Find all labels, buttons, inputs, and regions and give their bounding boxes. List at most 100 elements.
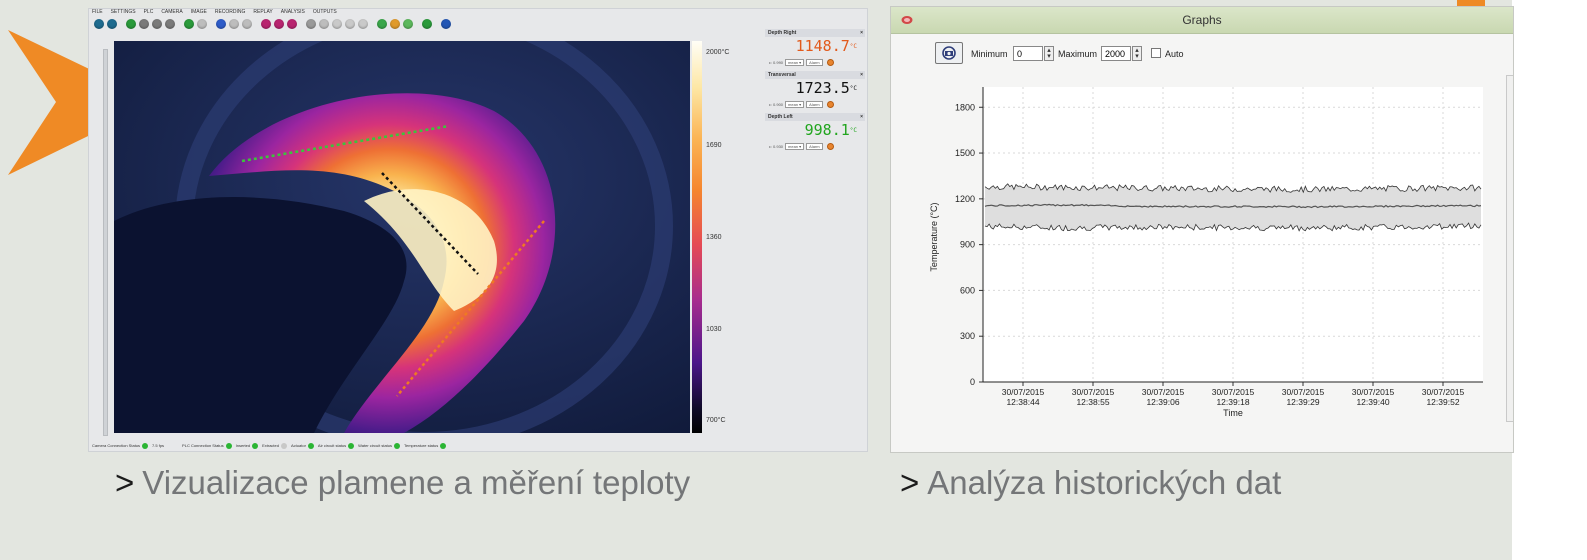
camera-snapshot-button[interactable] — [935, 42, 963, 64]
zone-card: Depth Left × 998.1°C ε: 0.930 mean ▾ Alarm — [765, 113, 865, 152]
toolbar-button-icon[interactable] — [242, 18, 252, 29]
x-tick-label: 12:39:06 — [1146, 397, 1179, 407]
toolbar-button-icon[interactable] — [319, 18, 329, 29]
toolbar-button-icon[interactable] — [261, 18, 271, 29]
caption-right-text: Analýza historických dat — [927, 464, 1282, 501]
alarm-indicator-icon[interactable] — [826, 142, 834, 150]
toolbar-button-icon[interactable] — [94, 18, 104, 29]
caption-right: > Analýza historických dat — [900, 464, 1281, 502]
menu-item[interactable]: RECORDING — [214, 9, 246, 15]
toolbar-button-icon[interactable] — [422, 18, 432, 29]
minimum-spinner[interactable]: ▴ ▾ — [1044, 46, 1054, 61]
zone-card: Depth Right × 1148.7°C ε: 0.990 mean ▾ Alarm — [765, 29, 865, 68]
status-indicator-icon — [252, 442, 259, 449]
scale-label: 1690 — [706, 142, 722, 149]
auto-checkbox[interactable] — [1151, 48, 1161, 58]
alarm-button[interactable]: Alarm — [806, 100, 823, 108]
zone-title: Transversal × — [765, 71, 865, 79]
close-icon[interactable]: × — [860, 114, 863, 120]
mode-select[interactable]: mean ▾ — [785, 142, 805, 150]
y-tick-label: 600 — [960, 285, 975, 295]
toolbar-button-icon[interactable] — [332, 18, 342, 29]
alarm-button[interactable]: Alarm — [806, 142, 823, 150]
alarm-indicator-icon[interactable] — [826, 100, 834, 108]
zone-temperature: 998.1°C — [765, 121, 865, 140]
status-indicator-icon — [281, 442, 287, 449]
temperature-value: 998.1 — [804, 121, 850, 139]
menu-item[interactable]: REPLAY — [253, 9, 273, 15]
x-tick-label: 12:38:55 — [1076, 397, 1109, 407]
series-max-line — [984, 183, 1482, 194]
orange-arrow-decoration — [8, 30, 158, 175]
menu-item[interactable]: PLC — [143, 9, 154, 15]
menu-item[interactable]: IMAGE — [190, 9, 207, 15]
temperature-color-scale — [692, 41, 702, 433]
status-label: Extracted — [262, 443, 279, 448]
menu-item[interactable]: CAMERA — [161, 9, 183, 15]
toolbar-button-icon[interactable] — [197, 18, 207, 29]
toolbar-button-icon[interactable] — [377, 18, 387, 29]
caption-left-text: Vizualizace plamene a měření teploty — [142, 464, 691, 501]
toolbar-button-icon[interactable] — [126, 18, 136, 29]
minimum-label: Minimum — [971, 49, 1008, 59]
mode-value: mean — [788, 101, 799, 107]
toolbar-button-icon[interactable] — [165, 18, 175, 29]
app-logo-icon — [901, 16, 913, 24]
mode-value: mean — [788, 143, 799, 149]
zone-measurement-panel: Depth Right × 1148.7°C ε: 0.990 mean ▾ Alarm T… — [765, 29, 865, 445]
zone-controls: ε: 0.930 mean ▾ Alarm — [765, 140, 865, 152]
alarm-indicator-icon[interactable] — [826, 58, 834, 66]
minimum-input[interactable]: 0 — [1013, 46, 1043, 61]
toolbar-button-icon[interactable] — [139, 18, 149, 29]
maximum-input[interactable]: 2000 — [1101, 46, 1131, 61]
close-icon[interactable]: × — [860, 72, 863, 78]
toolbar-button-icon[interactable] — [358, 18, 368, 29]
toolbar-button-icon[interactable] — [274, 18, 284, 29]
temperature-value: 1723.5 — [795, 79, 850, 97]
close-icon[interactable]: × — [860, 30, 863, 36]
series-mean-line — [984, 203, 1482, 209]
window-title: Graphs — [1182, 13, 1222, 27]
toolbar-button-icon[interactable] — [229, 18, 239, 29]
y-tick-label: 1200 — [955, 194, 975, 204]
status-label: Temperature status — [404, 443, 439, 448]
zone-controls: ε: 0.900 mean ▾ Alarm — [765, 98, 865, 110]
temperature-history-chart: 030060090012001500180030/07/201512:38:44… — [929, 87, 1483, 418]
toolbar-button-icon[interactable] — [216, 18, 226, 29]
x-tick-label: 12:38:44 — [1006, 397, 1039, 407]
toolbar-button-icon[interactable] — [287, 18, 297, 29]
toolbar-button-icon[interactable] — [107, 18, 117, 29]
menu-item[interactable]: ANALYSIS — [280, 9, 305, 15]
emissivity: ε: 0.900 — [769, 101, 784, 107]
zone-temperature: 1723.5°C — [765, 79, 865, 98]
maximum-spinner[interactable]: ▴ ▾ — [1132, 46, 1142, 61]
emissivity: ε: 0.990 — [769, 59, 784, 65]
menu-item[interactable]: FILE — [92, 9, 103, 15]
mode-select[interactable]: mean ▾ — [785, 100, 805, 108]
toolbar-button-icon[interactable] — [184, 18, 194, 29]
toolbar-button-icon[interactable] — [390, 18, 400, 29]
toolbar-button-icon[interactable] — [345, 18, 355, 29]
scale-label: 1030 — [706, 326, 722, 333]
status-label: 7.5 fps — [152, 443, 165, 448]
vertical-slider[interactable] — [103, 49, 108, 436]
status-indicator-icon — [142, 442, 149, 449]
x-axis-label: Time — [1223, 408, 1243, 418]
mode-select[interactable]: mean ▾ — [785, 58, 805, 66]
zone-temperature: 1148.7°C — [765, 37, 865, 56]
toolbar-button-icon[interactable] — [306, 18, 316, 29]
graphs-window: Graphs Minimum 0 ▴ ▾ Maximum 2000 ▴ ▾ Auto… — [890, 6, 1514, 453]
toolbar-button-icon[interactable] — [152, 18, 162, 29]
alarm-button[interactable]: Alarm — [806, 58, 823, 66]
menu-item[interactable]: SETTINGS — [110, 9, 136, 15]
y-tick-label: 1800 — [955, 102, 975, 112]
x-tick-label: 30/07/2015 — [1002, 387, 1045, 397]
status-label: Water circuit status — [358, 443, 392, 448]
toolbar-button-icon[interactable] — [403, 18, 413, 29]
emissivity: ε: 0.930 — [769, 143, 784, 149]
menu-item[interactable]: OUTPUTS — [312, 9, 337, 15]
caption-marker: > — [115, 464, 135, 501]
temperature-unit: °C — [849, 127, 857, 134]
auto-label: Auto — [1165, 49, 1184, 59]
toolbar-button-icon[interactable] — [441, 18, 451, 29]
